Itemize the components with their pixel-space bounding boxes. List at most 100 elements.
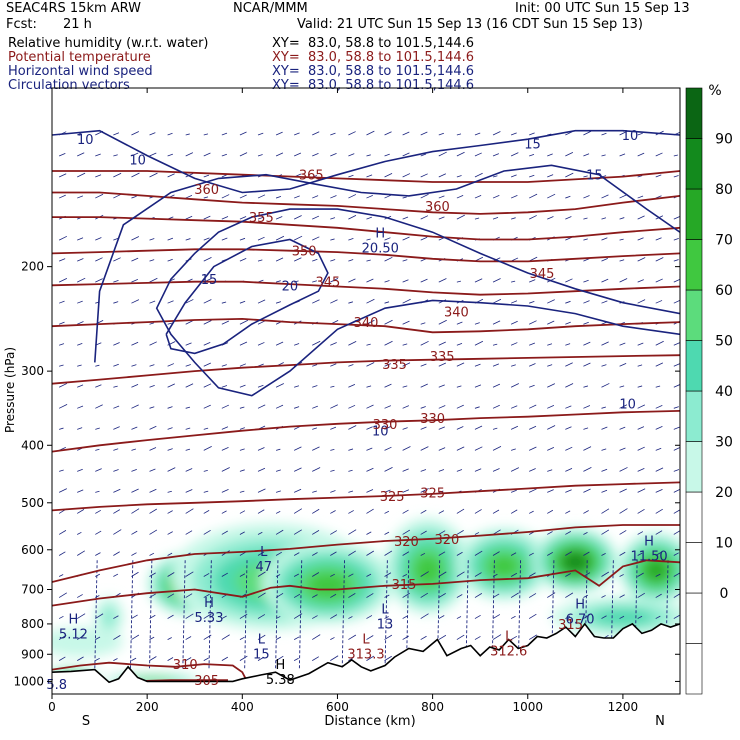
vector-arrow [474, 572, 482, 577]
contour-label-29: 305 [194, 674, 219, 689]
vector-arrow [77, 550, 85, 556]
vector-arrow [529, 193, 538, 199]
vector-arrow [601, 278, 609, 283]
vector-arrow [384, 616, 389, 619]
legend-rh-name: Relative humidity (w.r.t. water) [8, 36, 209, 51]
vector-arrow [619, 238, 624, 241]
vector-arrow [330, 385, 335, 388]
vector-arrow [402, 259, 408, 262]
header-fcst-value: 21 h [63, 17, 92, 32]
vector-arrow [547, 531, 553, 535]
vector-arrow [95, 552, 101, 556]
vector-arrow [529, 132, 535, 136]
colorbar-swatch [685, 138, 703, 190]
vector-arrow [384, 655, 392, 661]
vector-arrow [257, 236, 265, 241]
vector-arrow [275, 551, 283, 556]
vector-arrow [131, 614, 138, 619]
vector-arrow [529, 300, 535, 304]
vector-arrow [113, 615, 119, 619]
colorbar-unit: % [708, 83, 721, 99]
vector-arrow [275, 216, 283, 220]
vector-arrow [547, 299, 555, 304]
vector-arrow [294, 406, 300, 409]
vector-arrow [203, 446, 212, 451]
vector-arrow [474, 152, 482, 157]
header-init: Init: 00 UTC Sun 15 Sep 13 [515, 1, 690, 16]
vector-arrow [492, 343, 498, 346]
vector-arrow [203, 299, 212, 304]
vector-arrow [185, 299, 194, 304]
vector-arrow [673, 238, 679, 241]
vector-arrow [601, 615, 607, 619]
vector-arrow [185, 152, 194, 157]
vector-arrow [438, 426, 445, 430]
vector-arrow [402, 509, 409, 514]
vector-arrow [402, 615, 409, 619]
vector-arrow [583, 217, 588, 220]
vector-arrow [257, 154, 263, 157]
vector-arrow [149, 656, 157, 661]
contour-label-4: 15 [586, 169, 603, 184]
vector-arrow [366, 573, 372, 577]
vector-arrow [366, 154, 371, 157]
vector-arrow [547, 615, 553, 619]
vector-arrow [366, 385, 372, 388]
vector-arrow [348, 131, 356, 136]
vector-arrow [95, 237, 102, 241]
vector-arrow [330, 299, 338, 304]
vector-arrow [601, 364, 607, 367]
vector-arrow [348, 529, 357, 535]
vector-arrow [565, 426, 572, 430]
vector-arrow [257, 384, 264, 388]
vector-arrow [77, 258, 84, 262]
vector-arrow [203, 196, 209, 199]
vector-arrow [402, 298, 411, 304]
vector-arrow [565, 195, 571, 199]
vector-arrow [330, 469, 335, 472]
vector-arrow [239, 573, 246, 577]
vector-arrow [330, 217, 336, 220]
vector-arrow [348, 153, 355, 157]
vector-arrow [420, 552, 426, 556]
colorbar-swatch [685, 542, 703, 594]
vector-arrow [474, 614, 481, 619]
vector-arrow [384, 340, 393, 346]
vector-arrow [95, 468, 102, 472]
vector-arrow [529, 425, 537, 430]
vector-arrow [113, 342, 120, 346]
vector-arrow [601, 300, 608, 304]
vector-arrow [366, 655, 375, 661]
vector-arrow [330, 490, 336, 493]
vector-arrow [330, 195, 337, 199]
vector-arrow [420, 193, 429, 199]
vector-arrow [456, 404, 464, 409]
vector-arrow [655, 593, 662, 598]
vector-arrow [167, 383, 175, 388]
vector-arrow [77, 321, 84, 325]
vector-arrow [583, 446, 592, 451]
vector-arrow [438, 384, 445, 388]
vector-arrow [239, 406, 245, 409]
vector-arrow [565, 405, 572, 409]
vector-arrow [384, 319, 393, 325]
wind-contour-10-2 [155, 208, 680, 397]
vector-arrow [185, 571, 194, 577]
vector-arrow [131, 236, 140, 241]
vector-arrow [131, 278, 139, 283]
vector-arrow [113, 279, 119, 283]
vector-arrow [348, 301, 354, 304]
vector-arrow [312, 508, 320, 514]
vector-arrow [239, 531, 245, 535]
vector-arrow [583, 427, 589, 430]
extremum-symbol-9: L [362, 633, 370, 648]
vector-arrow [312, 280, 317, 283]
vector-arrow [167, 173, 175, 178]
vector-arrow [95, 278, 103, 283]
vector-arrow [58, 321, 65, 325]
vector-arrow [149, 529, 158, 535]
vector-arrow [59, 343, 65, 346]
vector-arrow [637, 299, 646, 304]
vector-arrow [402, 131, 410, 136]
